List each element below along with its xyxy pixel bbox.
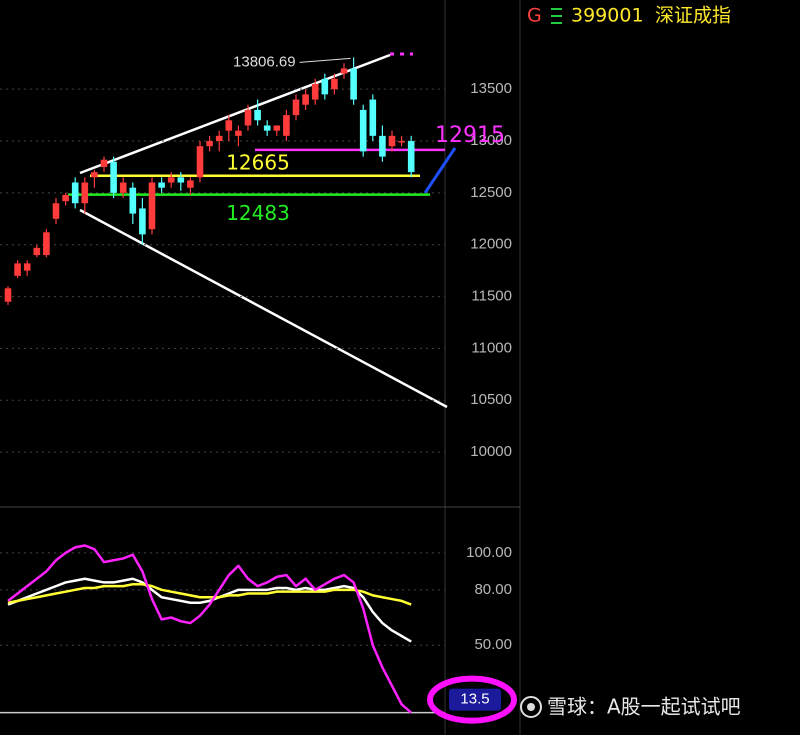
candle-body [407, 141, 415, 173]
level-label: 12915 [435, 123, 505, 148]
candle-body [206, 141, 213, 147]
candle-body [388, 135, 396, 147]
watermark-text: 雪球：A股一起试试吧 [547, 695, 741, 719]
marker: G [527, 5, 542, 27]
candle-body [110, 161, 117, 193]
candle-body [100, 159, 108, 167]
candle-body [167, 177, 175, 183]
candle-body [14, 263, 21, 276]
candle-body [139, 208, 146, 235]
y-tick-label: 11500 [471, 288, 512, 305]
candle-body [62, 194, 69, 202]
level-label: 12483 [226, 201, 290, 225]
header: G 399001 深证成指 [527, 5, 731, 27]
y-tick-label: 10000 [470, 443, 512, 460]
indicator-line [7, 577, 412, 643]
candle-body [340, 68, 348, 74]
y-tick-label: 50.00 [474, 636, 512, 653]
candle-body [119, 182, 127, 193]
candle-body [43, 232, 50, 256]
y-tick-label: 13500 [470, 80, 512, 97]
candle-body [379, 135, 386, 157]
current-value-label: 13.5 [460, 691, 489, 708]
y-tick-label: 80.00 [474, 581, 512, 598]
highlight-circle [427, 675, 517, 724]
max-arrow [299, 57, 351, 63]
index-code: 399001 [571, 5, 644, 27]
candle-body [129, 187, 137, 214]
candle-body [187, 180, 194, 188]
y-tick-label: 13000 [470, 132, 512, 149]
candle-body [4, 288, 12, 302]
candle-body [177, 177, 185, 183]
candle-body [254, 109, 261, 121]
candle-body [283, 115, 290, 136]
candle-body [81, 182, 89, 204]
max-label: 13806.69 [233, 53, 296, 70]
y-tick-label: 12500 [470, 184, 512, 201]
candle-body [369, 99, 377, 136]
y-tick-label: 11000 [471, 339, 512, 356]
candle-body [292, 99, 300, 116]
candle-body [52, 203, 60, 219]
candle-body [244, 109, 252, 126]
candle-body [33, 247, 41, 256]
candle-body [350, 68, 357, 100]
candle-body [321, 78, 329, 95]
trend-line [79, 53, 391, 175]
candle-body [398, 141, 405, 143]
candle-body [71, 182, 79, 204]
candle-body [196, 146, 204, 178]
indicator-line [7, 544, 413, 714]
y-tick-label: 12000 [470, 236, 512, 253]
candle-body [263, 125, 271, 131]
level-label: 12665 [226, 150, 290, 174]
menu-icon [551, 8, 562, 24]
candle-body [225, 120, 233, 131]
candle-body [359, 109, 367, 152]
candle-body [311, 83, 319, 100]
index-name: 深证成指 [655, 5, 731, 27]
watermark: 雪球：A股一起试试吧 [520, 695, 741, 719]
candle-body [235, 130, 242, 136]
candle-body [273, 125, 281, 131]
current-value-box [449, 688, 501, 711]
trend-line [79, 208, 448, 409]
candle-body [148, 182, 156, 230]
candle-body [215, 135, 223, 142]
candle-body [302, 94, 309, 105]
trend-line [423, 147, 457, 194]
candle-body [23, 263, 31, 271]
indicator-line [7, 583, 412, 606]
y-tick-label: 10500 [470, 391, 512, 408]
candle-body [331, 78, 338, 90]
y-tick-label: 100.00 [466, 544, 512, 561]
candle-body [91, 172, 98, 178]
candle-body [158, 182, 165, 188]
